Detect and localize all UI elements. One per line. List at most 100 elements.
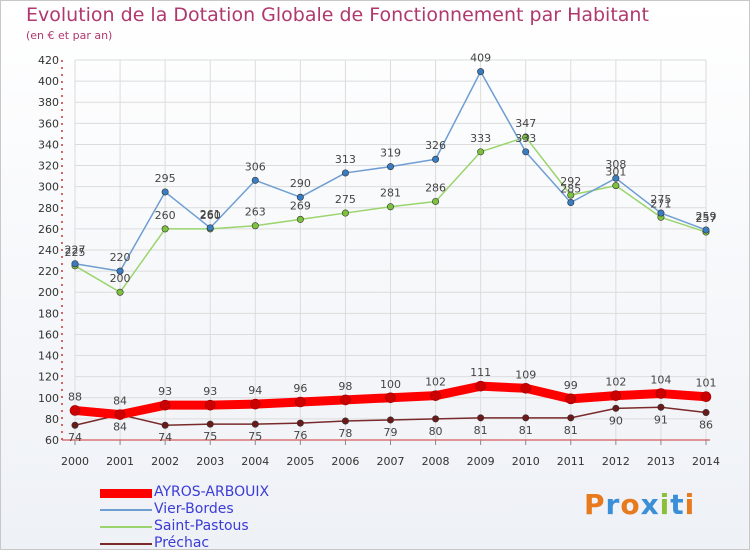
data-label: 75 [248,430,262,443]
y-tick-label: 360 [38,117,59,130]
data-label: 84 [113,395,127,408]
data-label: 74 [158,431,172,444]
data-label: 319 [380,147,401,160]
data-label: 91 [654,413,668,426]
data-point [341,209,349,217]
data-label: 257 [696,212,717,225]
data-label: 96 [293,382,307,395]
data-point [251,420,259,428]
y-tick-label: 160 [38,328,59,341]
y-tick-label: 400 [38,75,59,88]
data-label: 81 [519,424,533,437]
data-point [385,392,396,404]
data-point [296,215,304,223]
data-point [116,267,124,275]
data-label: 281 [380,187,401,200]
data-label: 292 [560,175,581,188]
data-point [206,224,214,232]
data-point [702,409,710,417]
data-point [161,225,169,233]
data-label: 259 [696,210,717,223]
x-tick-label: 2013 [647,455,675,468]
data-point [249,398,261,410]
x-tick-label: 2012 [602,455,630,468]
data-label: 347 [515,117,536,130]
data-label: 333 [515,132,536,145]
data-label: 109 [515,368,536,381]
data-point [204,399,216,411]
y-tick-label: 380 [38,96,59,109]
y-tick-label: 420 [38,54,59,67]
data-label: 98 [338,380,352,393]
chart-subtitle: (en € et par an) [26,29,113,42]
data-point [430,390,441,401]
data-label: 93 [203,385,217,398]
data-label: 100 [380,378,401,391]
y-tick-label: 220 [38,265,59,278]
data-point [295,396,306,408]
data-point [655,388,667,399]
data-label: 99 [564,379,578,392]
data-label: 78 [338,427,352,440]
x-tick-label: 2009 [467,455,495,468]
data-point [341,417,349,425]
y-tick-label: 140 [38,350,59,363]
y-tick-label: 80 [45,413,59,426]
y-tick-label: 280 [38,202,59,215]
x-tick-label: 2004 [241,455,269,468]
x-tick-label: 2001 [106,455,134,468]
data-point [610,390,622,401]
data-point [69,405,81,416]
legend-swatch [100,526,152,528]
y-tick-label: 60 [45,434,59,447]
data-label: 260 [155,209,176,222]
y-tick-label: 320 [38,160,59,173]
data-label: 290 [290,177,311,190]
data-label: 80 [429,425,443,438]
data-point [565,393,577,405]
data-label: 295 [155,172,176,185]
legend-swatch [100,488,152,498]
data-point [702,226,710,234]
data-label: 104 [650,374,671,387]
data-label: 94 [248,384,262,397]
data-point [386,163,394,171]
proxiti-logo: Proxiti [584,488,696,521]
data-label: 86 [699,419,713,432]
data-point [477,414,485,422]
data-point [567,199,575,207]
legend-label: Préchac [154,535,210,551]
data-label: 313 [335,153,356,166]
data-label: 271 [650,197,671,210]
data-point [251,222,259,230]
data-label: 261 [200,208,221,221]
legend-label: Saint-Pastous [154,518,249,534]
data-label: 76 [293,429,307,442]
x-tick-label: 2014 [692,455,720,468]
data-point [700,391,712,403]
data-point [657,403,665,411]
data-point [475,380,486,392]
data-point [522,148,530,156]
x-tick-label: 2011 [557,455,585,468]
x-tick-label: 2005 [286,455,314,468]
x-tick-label: 2000 [61,455,89,468]
data-point [612,182,620,190]
data-label: 409 [470,52,491,65]
data-point [567,414,575,422]
data-label: 200 [110,272,131,285]
data-label: 275 [335,193,356,206]
data-label: 220 [110,251,131,264]
x-tick-label: 2002 [151,455,179,468]
x-tick-label: 2003 [196,455,224,468]
data-point [159,399,171,411]
data-label: 101 [696,377,717,390]
data-label: 308 [605,158,626,171]
data-label: 75 [203,430,217,443]
data-point [386,203,394,211]
data-point [296,419,304,427]
data-point [206,420,214,428]
y-tick-label: 260 [38,223,59,236]
